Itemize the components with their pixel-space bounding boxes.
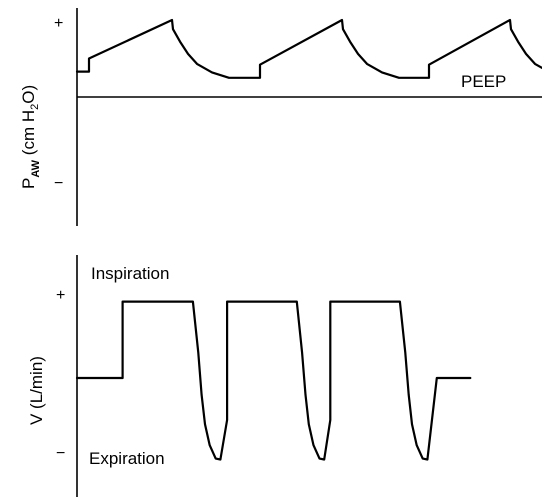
expiration-annotation: Expiration bbox=[89, 449, 165, 468]
flow-axis-label: V (L/min) bbox=[27, 356, 46, 425]
pressure-trace bbox=[75, 18, 542, 79]
flow-tick-plus: + bbox=[56, 287, 65, 304]
pressure-label-main: P bbox=[19, 178, 38, 189]
flow-trace bbox=[75, 300, 472, 461]
pressure-axis-label: PAW (cm H2O) bbox=[19, 85, 42, 189]
flow-tick-minus: − bbox=[56, 445, 65, 462]
pressure-tick-plus: + bbox=[54, 15, 63, 32]
inspiration-annotation: Inspiration bbox=[91, 264, 169, 283]
pressure-label-unit-prefix: (cm H bbox=[19, 110, 38, 160]
peep-annotation: PEEP bbox=[461, 72, 506, 91]
pressure-panel: + − PEEP PAW (cm H2O) bbox=[19, 8, 542, 226]
pressure-label-unit-suffix: O) bbox=[19, 85, 38, 104]
pressure-label-subscript: AW bbox=[30, 159, 42, 177]
pressure-label-unit-subscript: 2 bbox=[29, 104, 41, 110]
pressure-tick-minus: − bbox=[54, 175, 63, 192]
flow-panel: + − Inspiration Expiration V (L/min) bbox=[27, 255, 472, 497]
